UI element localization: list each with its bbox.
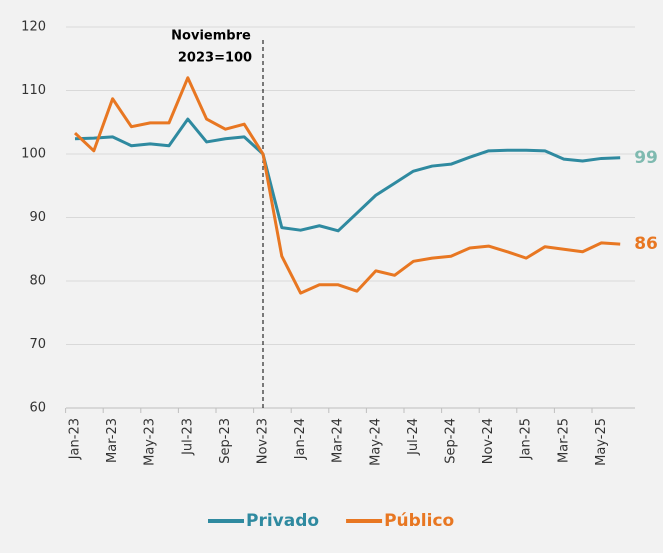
y-tick-label: 70 [29,337,46,352]
x-tick-label: Mar-25 [556,418,571,463]
x-tick-label: May-24 [368,418,383,466]
annotation-text: Noviembre [171,29,251,44]
y-tick-label: 110 [21,83,46,98]
x-tick-label: Mar-23 [105,418,120,463]
annotation-text: 2023=100 [178,51,252,66]
x-tick-label: Jul-24 [406,418,421,456]
y-tick-label: 100 [21,147,46,162]
legend-label: Público [384,511,454,531]
x-tick-label: Jan-24 [293,418,308,460]
x-tick-label: Jul-23 [180,418,195,456]
legend-label: Privado [246,511,319,531]
series-line [74,117,621,233]
x-tick-label: Sep-23 [218,418,233,464]
x-tick-label: Mar-24 [331,418,346,463]
x-tick-label: May-23 [143,418,158,466]
x-tick-label: Jan-23 [68,418,83,460]
x-tick-label: Nov-24 [481,418,496,464]
series-line [73,76,621,295]
y-tick-label: 90 [29,210,46,225]
y-tick-label: 60 [29,401,46,416]
x-tick-label: Nov-23 [256,418,271,464]
x-tick-label: May-25 [594,418,609,466]
end-label: 86 [634,234,658,254]
x-tick-label: Sep-24 [444,418,459,464]
end-label: 99 [634,148,658,168]
x-tick-label: Jan-25 [519,418,534,460]
y-tick-label: 120 [21,20,46,35]
y-tick-label: 80 [29,274,46,289]
